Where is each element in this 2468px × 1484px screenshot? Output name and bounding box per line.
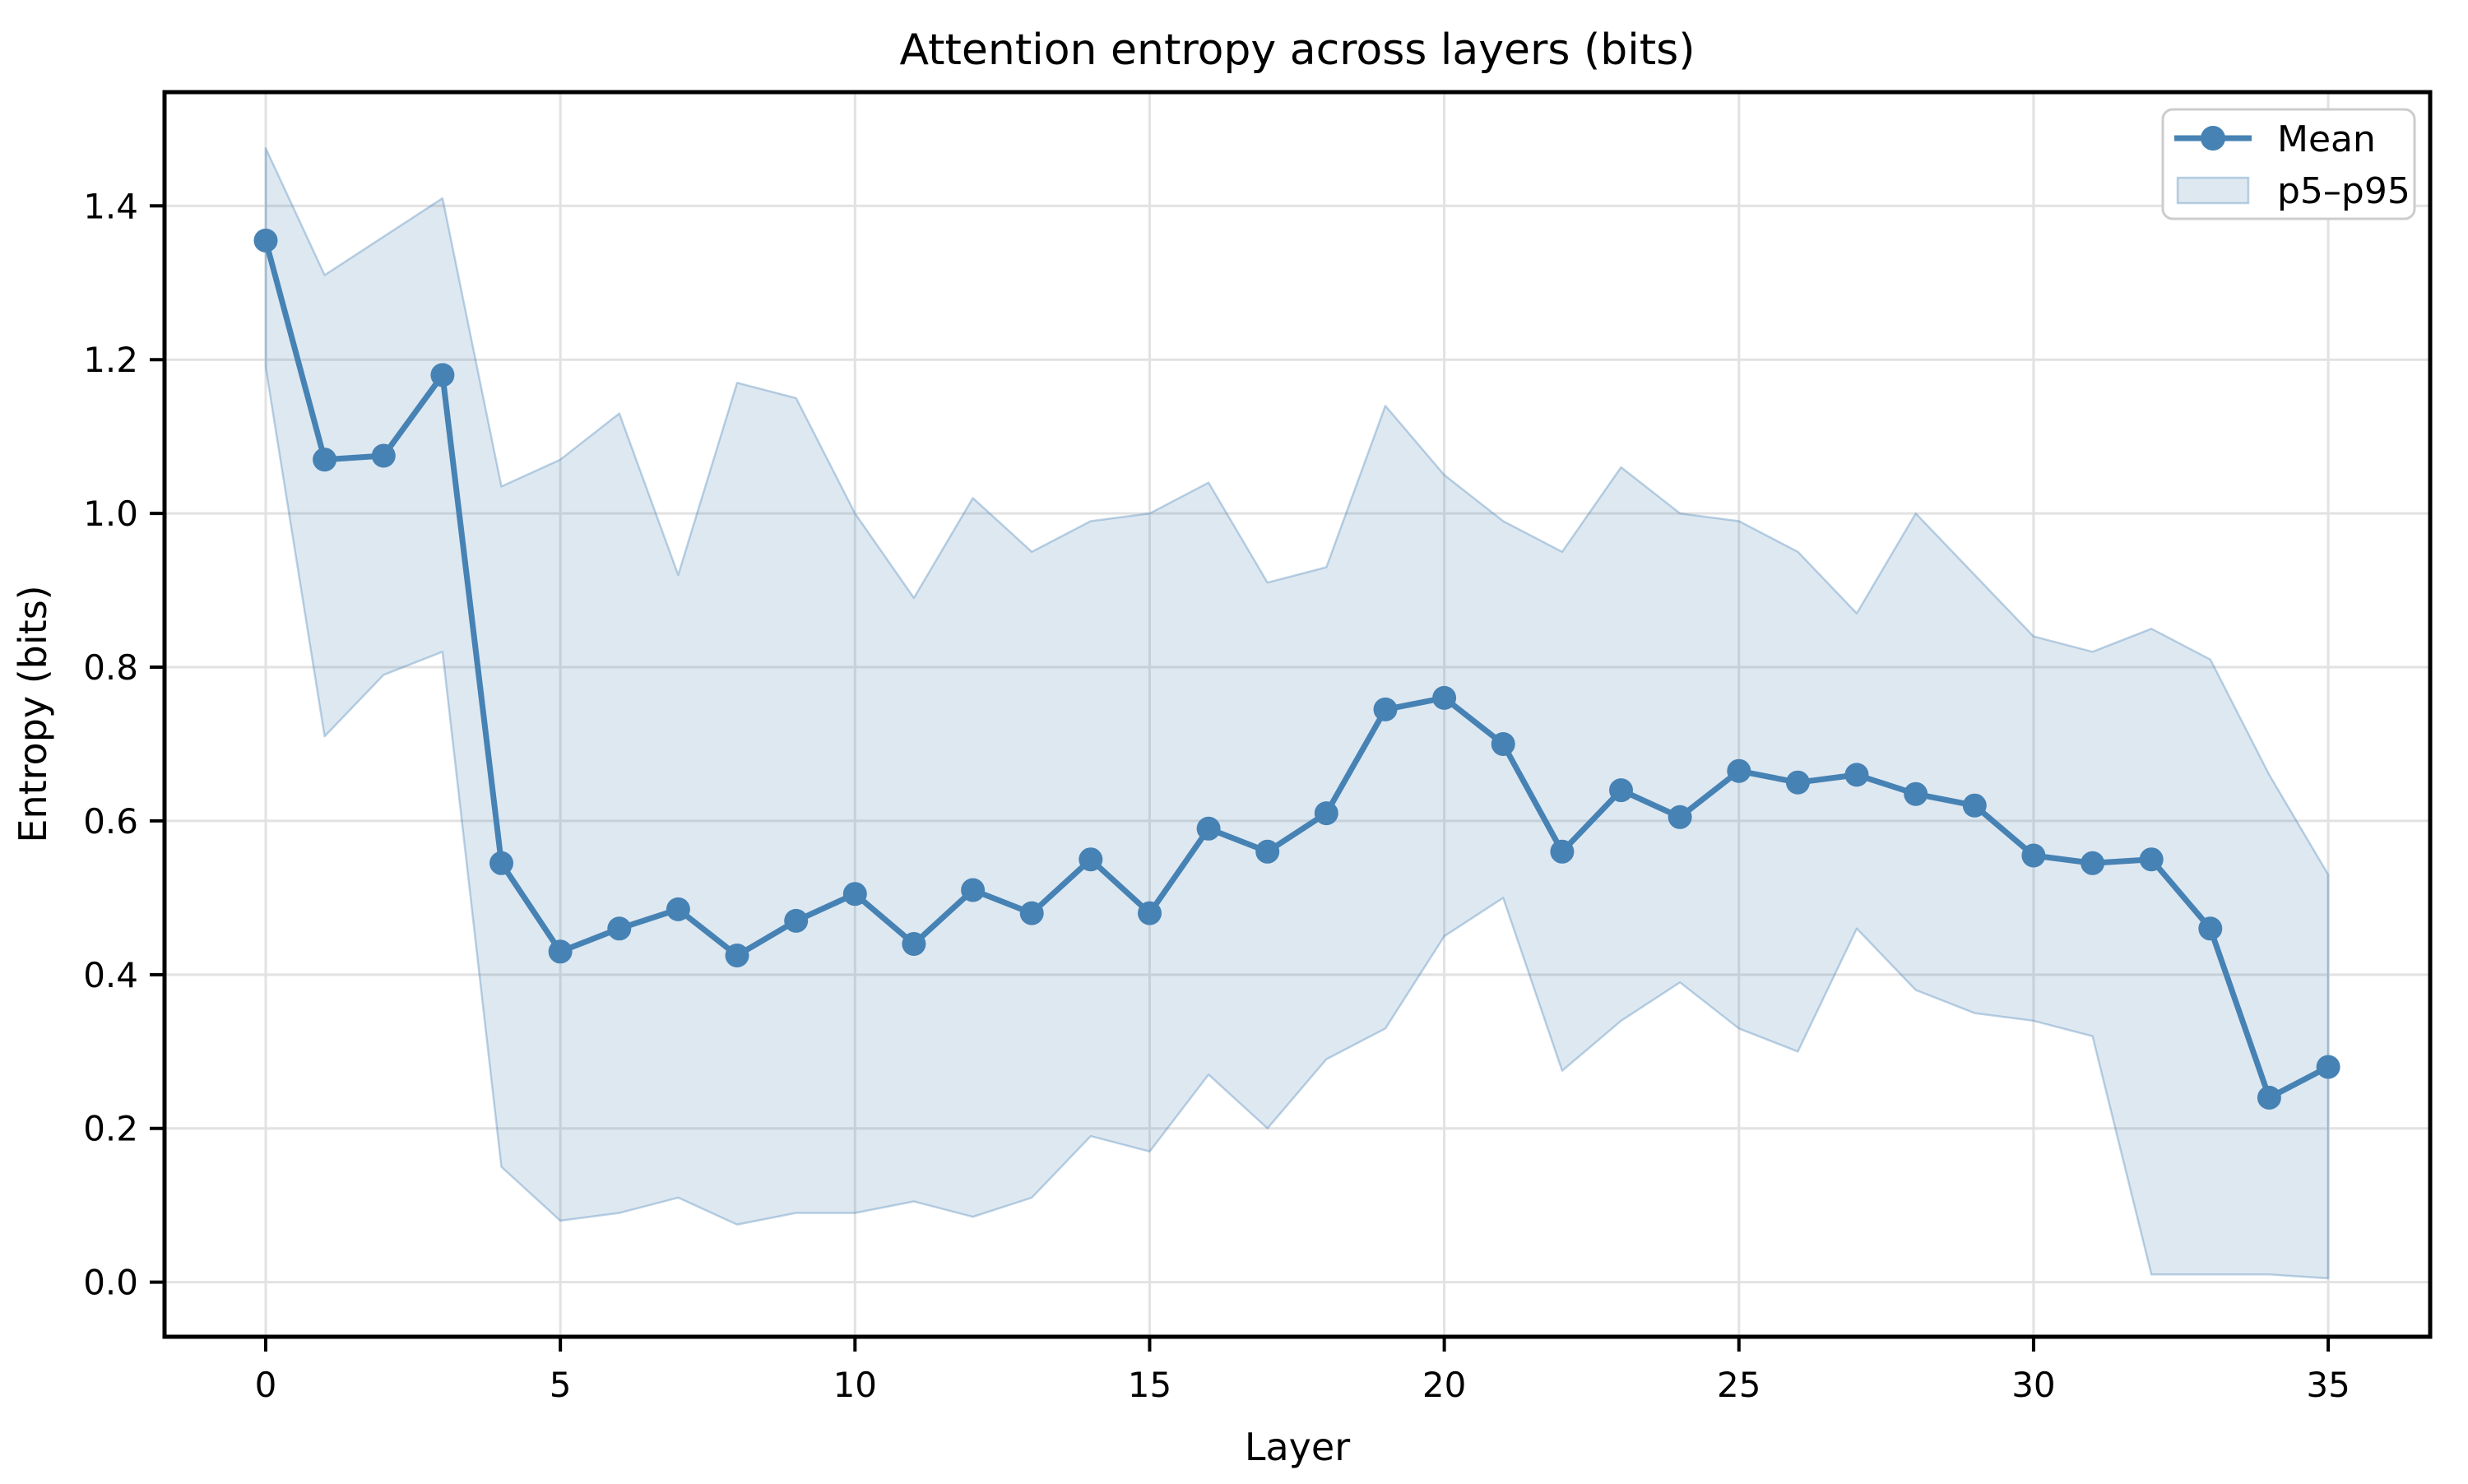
chart-title: Attention entropy across layers (bits) bbox=[899, 26, 1695, 75]
mean-marker-layer-15 bbox=[1138, 901, 1162, 925]
mean-marker-layer-19 bbox=[1373, 697, 1398, 721]
mean-marker-layer-13 bbox=[1019, 901, 1044, 925]
mean-marker-layer-17 bbox=[1255, 839, 1280, 864]
mean-marker-layer-29 bbox=[1962, 793, 1987, 818]
mean-marker-layer-33 bbox=[2198, 916, 2223, 941]
band-polygon bbox=[264, 146, 2330, 1280]
mean-marker-layer-25 bbox=[1727, 758, 1751, 783]
y-tick-label-1.2: 1.2 bbox=[83, 340, 138, 380]
mean-marker-layer-32 bbox=[2139, 847, 2164, 872]
mean-marker-layer-7 bbox=[666, 897, 690, 921]
mean-marker-layer-16 bbox=[1196, 816, 1221, 841]
mean-marker-layer-2 bbox=[371, 443, 396, 468]
mean-marker-layer-21 bbox=[1491, 732, 1515, 756]
mean-marker-layer-24 bbox=[1668, 805, 1692, 829]
mean-marker-layer-26 bbox=[1785, 770, 1810, 795]
mean-marker-layer-22 bbox=[1550, 839, 1575, 864]
x-tick-label-20: 20 bbox=[1422, 1365, 1466, 1405]
mean-marker-layer-6 bbox=[607, 916, 632, 941]
x-tick-label-25: 25 bbox=[1717, 1365, 1761, 1405]
mean-marker-layer-20 bbox=[1432, 685, 1457, 710]
legend-band-swatch bbox=[2176, 176, 2250, 205]
mean-marker-layer-34 bbox=[2257, 1085, 2281, 1110]
axis-ticks bbox=[150, 204, 2331, 1352]
mean-marker-layer-1 bbox=[313, 448, 337, 472]
legend-mean-marker-icon bbox=[2201, 126, 2225, 151]
legend-label-mean: Mean bbox=[2277, 118, 2376, 160]
axis-tick-labels: 0 5 10 15 20 25 30 35 0.0 0.2 0.4 0.6 0.8 1.0 1.2 1.4 bbox=[83, 186, 2350, 1405]
y-tick-label-0.6: 0.6 bbox=[83, 801, 138, 842]
y-tick-label-0.4: 0.4 bbox=[83, 955, 138, 995]
plot-border bbox=[162, 90, 2433, 1339]
mean-marker-layer-18 bbox=[1314, 801, 1338, 826]
mean-marker-layer-8 bbox=[725, 944, 749, 967]
mean-marker-layer-27 bbox=[1844, 763, 1869, 787]
x-tick-label-0: 0 bbox=[255, 1365, 277, 1405]
mean-marker-layer-23 bbox=[1609, 778, 1633, 803]
mean-marker-layer-35 bbox=[2316, 1055, 2340, 1079]
y-tick-label-0.0: 0.0 bbox=[83, 1263, 138, 1303]
mean-marker-layer-9 bbox=[784, 908, 809, 933]
x-tick-label-30: 30 bbox=[2011, 1365, 2055, 1405]
mean-marker-layer-3 bbox=[430, 363, 455, 387]
mean-marker-layer-12 bbox=[961, 878, 986, 902]
y-tick-label-1.4: 1.4 bbox=[83, 186, 138, 226]
legend: Mean p5–p95 bbox=[2161, 108, 2416, 220]
mean-marker-layer-14 bbox=[1079, 847, 1103, 872]
mean-marker-layer-10 bbox=[842, 882, 867, 907]
mean-marker-layer-30 bbox=[2021, 843, 2046, 868]
x-tick-label-15: 15 bbox=[1128, 1365, 1171, 1405]
x-axis-label: Layer bbox=[1245, 1425, 1350, 1469]
mean-marker-layer-5 bbox=[548, 939, 573, 964]
mean-marker-layer-11 bbox=[902, 932, 926, 956]
p5-p95-band bbox=[264, 146, 2330, 1280]
mean-line-series bbox=[253, 228, 2340, 1110]
y-tick-label-0.8: 0.8 bbox=[83, 647, 138, 688]
legend-label-band: p5–p95 bbox=[2277, 170, 2410, 212]
mean-marker-layer-4 bbox=[489, 851, 513, 875]
x-tick-label-35: 35 bbox=[2306, 1365, 2350, 1405]
y-tick-label-1.0: 1.0 bbox=[83, 494, 138, 534]
x-tick-label-5: 5 bbox=[550, 1365, 572, 1405]
y-tick-label-0.2: 0.2 bbox=[83, 1109, 138, 1149]
mean-marker-layer-0 bbox=[253, 228, 278, 253]
x-tick-label-10: 10 bbox=[833, 1365, 877, 1405]
mean-marker-layer-31 bbox=[2081, 851, 2105, 875]
mean-marker-layer-28 bbox=[1904, 781, 1928, 806]
gridlines bbox=[165, 92, 2430, 1337]
y-axis-label: Entropy (bits) bbox=[11, 585, 55, 842]
